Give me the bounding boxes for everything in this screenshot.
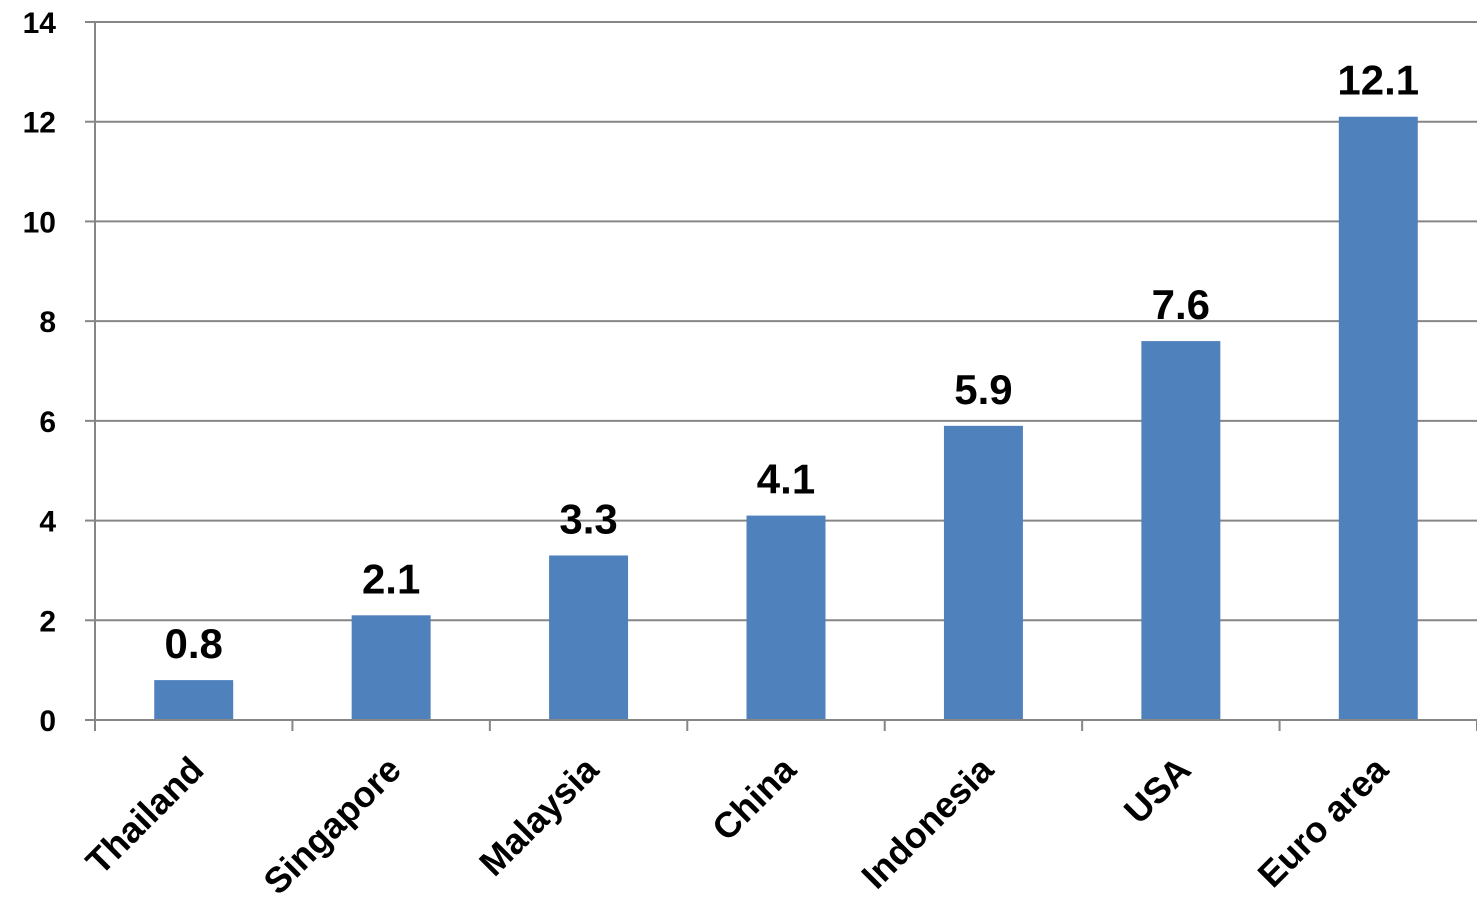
- data-label: 5.9: [954, 366, 1012, 413]
- category-label: Euro area: [1250, 748, 1397, 895]
- category-labels: Thailand Singapore Malaysia China Indonesia U…: [78, 748, 1397, 902]
- data-label: 7.6: [1152, 281, 1210, 328]
- bar: [943, 425, 1023, 720]
- x-tick-marks: [94, 720, 1477, 731]
- y-tick-label: 14: [23, 7, 57, 40]
- category-label: USA: [1116, 749, 1199, 832]
- bar: [154, 680, 234, 720]
- data-label: 3.3: [559, 495, 617, 542]
- data-label: 2.1: [362, 555, 420, 602]
- y-tick-label: 8: [39, 306, 56, 339]
- y-tick-label: 10: [23, 206, 56, 239]
- y-tick-labels: 0 2 4 6 8 10 12 14: [23, 7, 95, 738]
- y-tick-label: 6: [39, 406, 56, 439]
- data-labels: 0.8 2.1 3.3 4.1 5.9 7.6 12.1: [165, 57, 1420, 667]
- data-label: 4.1: [757, 456, 815, 503]
- bars: [154, 116, 1418, 720]
- y-tick-label: 0: [39, 705, 56, 738]
- bar: [1338, 116, 1418, 720]
- category-label: China: [704, 748, 804, 848]
- data-label: 12.1: [1337, 57, 1419, 104]
- bar: [746, 515, 826, 720]
- axes: [85, 22, 1477, 730]
- y-tick-label: 12: [23, 107, 56, 140]
- category-label: Thailand: [78, 749, 212, 883]
- y-tick-label: 2: [39, 605, 56, 638]
- category-label: Indonesia: [853, 748, 1001, 896]
- category-label: Singapore: [255, 749, 408, 902]
- category-label: Malaysia: [471, 748, 607, 884]
- y-tick-label: 4: [39, 506, 56, 539]
- data-label: 0.8: [165, 620, 223, 667]
- bar: [549, 555, 629, 720]
- gridlines: [95, 21, 1477, 622]
- bar: [1141, 341, 1221, 720]
- bar: [351, 615, 431, 720]
